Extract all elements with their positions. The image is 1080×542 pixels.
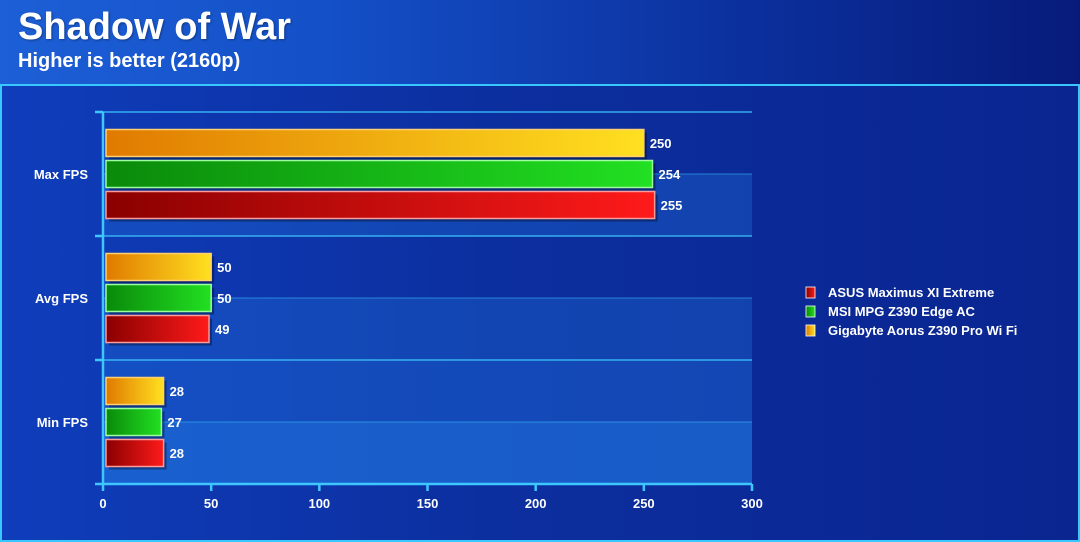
bar	[105, 438, 165, 468]
x-tick-label: 300	[741, 496, 763, 511]
x-tick-label: 150	[417, 496, 439, 511]
chart-subtitle: Higher is better (2160p)	[18, 50, 241, 72]
data-label: 50	[217, 291, 231, 306]
legend-label: ASUS Maximus XI Extreme	[828, 285, 994, 300]
legend-swatch	[805, 286, 816, 299]
category-label: Max FPS	[34, 167, 89, 182]
data-label: 255	[661, 198, 683, 213]
bar	[105, 376, 165, 406]
bar	[105, 314, 210, 344]
bar	[105, 252, 212, 282]
data-label: 250	[650, 136, 672, 151]
legend-swatch	[805, 305, 816, 318]
category-label: Min FPS	[37, 415, 89, 430]
legend-label: MSI MPG Z390 Edge AC	[828, 304, 975, 319]
legend-label: Gigabyte Aorus Z390 Pro Wi Fi	[828, 323, 1017, 338]
category-label: Avg FPS	[35, 291, 88, 306]
data-label: 254	[658, 167, 680, 182]
data-label: 28	[170, 446, 184, 461]
bar	[105, 159, 654, 189]
data-label: 27	[167, 415, 181, 430]
chart-header: Shadow of War Higher is better (2160p)	[0, 0, 1080, 84]
bar	[105, 407, 163, 437]
x-tick-label: 200	[525, 496, 547, 511]
chart-title: Shadow of War	[18, 6, 292, 48]
x-tick-label: 250	[633, 496, 655, 511]
bar	[105, 283, 212, 313]
bar	[105, 128, 645, 158]
data-label: 50	[217, 260, 231, 275]
data-label: 28	[170, 384, 184, 399]
legend-swatch	[805, 324, 816, 337]
data-label: 49	[215, 322, 229, 337]
x-tick-label: 50	[204, 496, 218, 511]
x-tick-label: 100	[308, 496, 330, 511]
bar	[105, 190, 656, 220]
x-tick-label: 0	[99, 496, 106, 511]
plot-band	[103, 422, 752, 484]
